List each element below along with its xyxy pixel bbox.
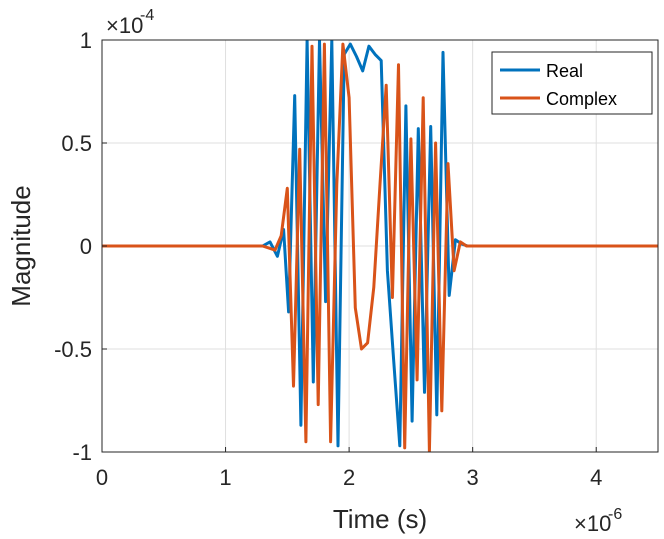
y-tick-label: 0.5 (61, 131, 92, 156)
series-line-complex (102, 42, 658, 452)
y-exponent-base: ×10 (106, 13, 143, 38)
y-tick-label: -0.5 (54, 337, 92, 362)
legend-box (491, 51, 653, 115)
y-axis-title: Magnitude (6, 185, 36, 306)
y-tick-label: -1 (72, 440, 92, 465)
legend-label-complex: Complex (546, 89, 617, 109)
axis-ticks: 0 1 2 3 4 -1 -0.5 0 0.5 1 (54, 28, 602, 490)
x-tick-label: 2 (343, 465, 355, 490)
x-axis-title: Time (s) (333, 504, 427, 534)
x-tick-label: 1 (219, 465, 231, 490)
series-line-real (102, 40, 658, 448)
legend: Real Complex (491, 51, 653, 115)
legend-label-real: Real (546, 61, 583, 81)
x-exponent-power: -6 (608, 506, 622, 523)
x-exponent-base: ×10 (574, 511, 611, 536)
y-tick-label: 1 (80, 28, 92, 53)
y-exponent-power: -4 (140, 7, 154, 24)
x-tick-label: 3 (467, 465, 479, 490)
x-tick-label: 0 (96, 465, 108, 490)
x-tick-label: 4 (590, 465, 602, 490)
series-layer (102, 40, 658, 452)
y-tick-label: 0 (80, 234, 92, 259)
